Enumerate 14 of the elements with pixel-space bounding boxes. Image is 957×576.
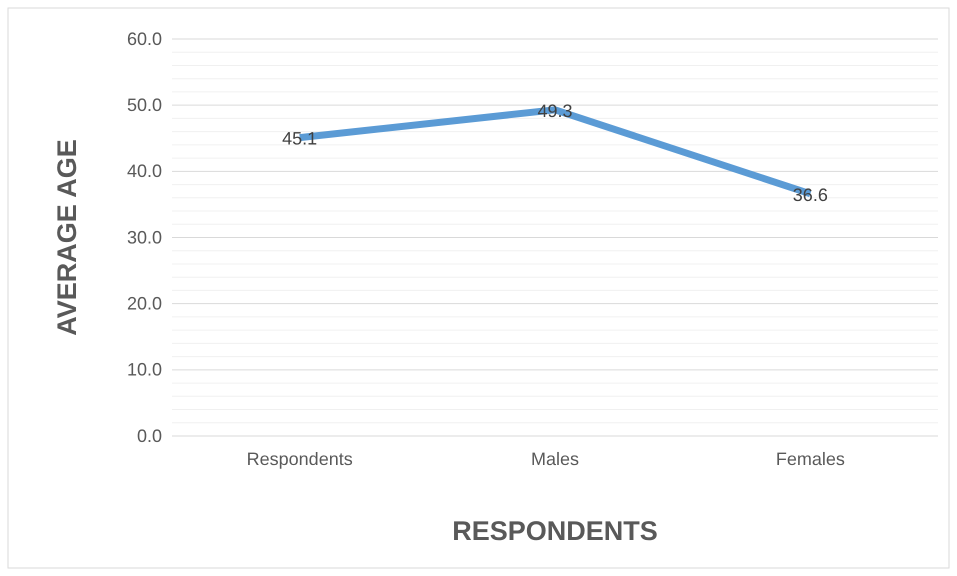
x-tick-label: Respondents xyxy=(246,448,353,469)
data-label: 36.6 xyxy=(792,184,828,205)
y-tick-label: 30.0 xyxy=(126,227,162,248)
y-tick-label: 40.0 xyxy=(126,161,162,182)
y-tick-label: 0.0 xyxy=(136,426,162,446)
y-tick-label: 50.0 xyxy=(126,94,162,115)
x-axis-title: RESPONDENTS xyxy=(452,516,658,546)
x-tick-label: Males xyxy=(530,448,580,469)
y-tick-label: 60.0 xyxy=(126,28,162,49)
y-tick-label: 20.0 xyxy=(126,293,162,314)
data-label: 45.1 xyxy=(282,128,318,149)
x-tick-label: Females xyxy=(776,448,845,469)
y-tick-label: 10.0 xyxy=(126,360,162,380)
y-axis-title: AVERAGE AGE xyxy=(52,139,82,336)
